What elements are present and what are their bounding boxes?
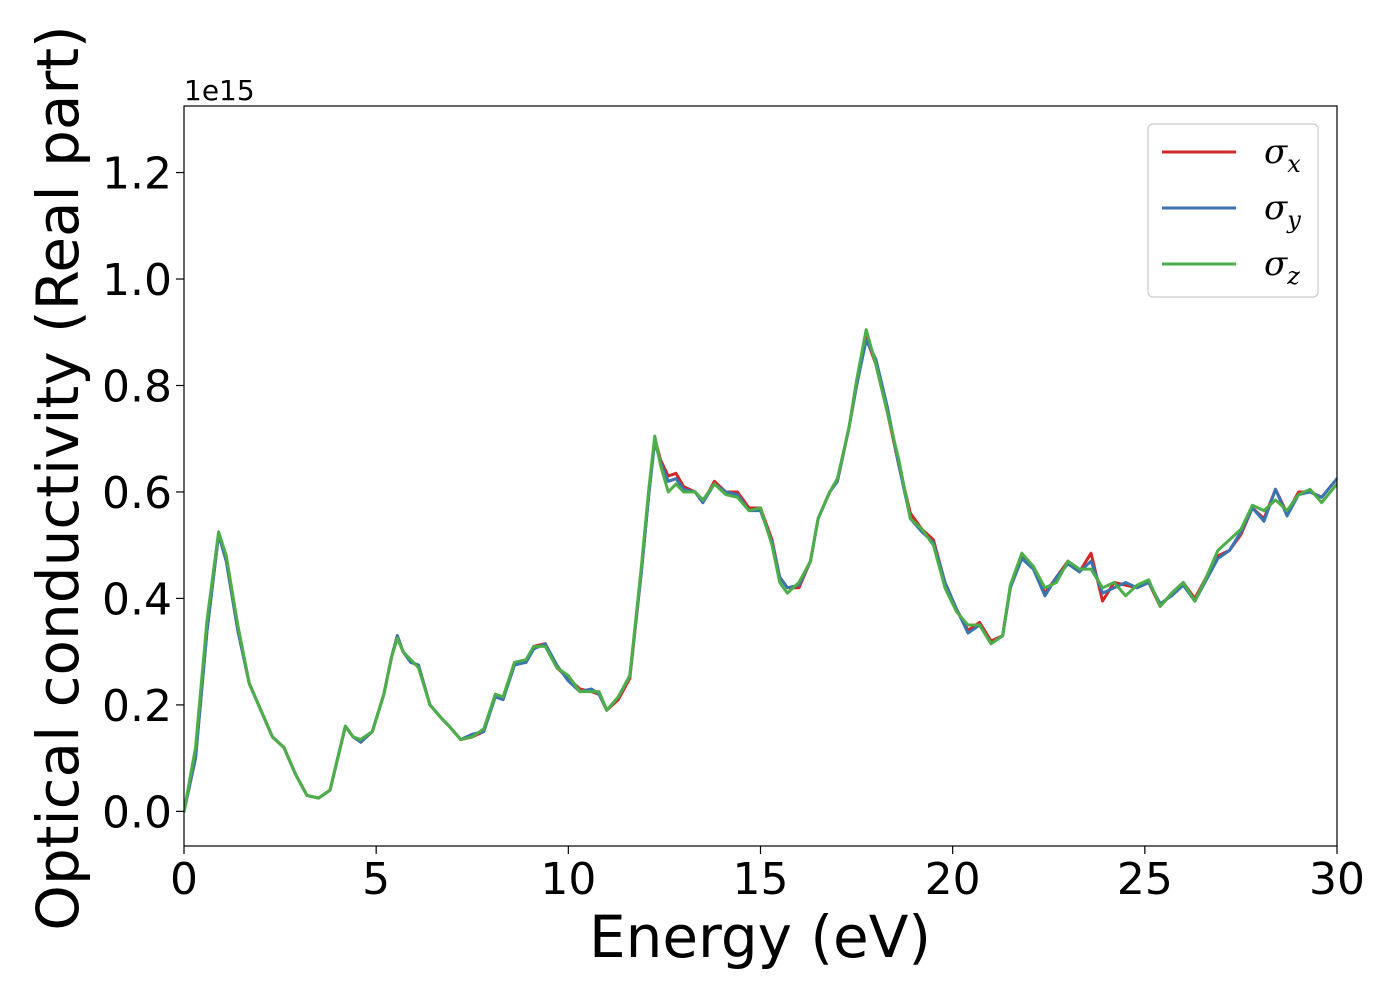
- y-tick-label: 0.8: [102, 361, 172, 412]
- x-axis-title: Energy (eV): [589, 903, 931, 971]
- legend: σx σy σz: [1147, 123, 1319, 298]
- y-axis: 0.0 0.2 0.4 0.6 0.8 1.0 1.2: [102, 149, 184, 838]
- x-tick-label: 10: [540, 854, 596, 905]
- legend-box: [1147, 123, 1319, 298]
- y-tick-label: 0.4: [102, 574, 172, 625]
- y-tick-label: 1.0: [102, 255, 172, 306]
- x-tick-label: 15: [733, 854, 789, 905]
- y-tick-label: 1.2: [102, 149, 172, 200]
- y-tick-label: 0.0: [102, 787, 172, 838]
- x-tick-label: 20: [925, 854, 981, 905]
- y-offset-label: 1e15: [184, 74, 255, 107]
- x-tick-label: 30: [1309, 854, 1365, 905]
- series-line-z: [184, 328, 1337, 813]
- y-axis-title: Optical conductivity (Real part): [24, 25, 92, 930]
- y-tick-label: 0.6: [102, 468, 172, 519]
- x-axis: 0 5 10 15 20 25 30: [170, 846, 1365, 905]
- x-tick-label: 0: [170, 854, 198, 905]
- x-tick-label: 5: [362, 854, 390, 905]
- y-tick-label: 0.2: [102, 681, 172, 732]
- series-layer: [184, 328, 1337, 813]
- x-tick-label: 25: [1117, 854, 1173, 905]
- legend-label-z: σz: [1264, 244, 1300, 290]
- legend-label-x: σx: [1264, 132, 1301, 178]
- legend-label-y: σy: [1264, 188, 1301, 234]
